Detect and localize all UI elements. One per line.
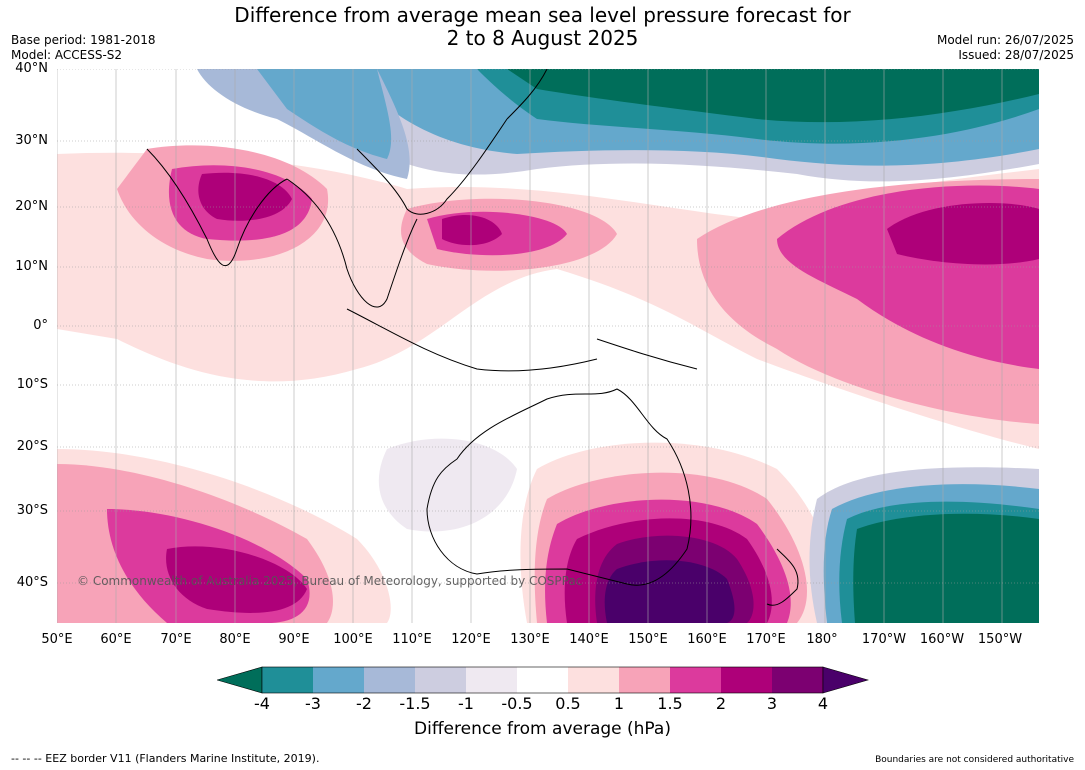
positive-anomaly-india-3 [198, 172, 292, 221]
model-name: Model: ACCESS-S2 [11, 48, 123, 62]
lat-label: 30°S [16, 503, 48, 518]
positive-anomaly-south-indian-4 [166, 546, 307, 613]
colorbar-tick-label: -4 [254, 694, 270, 713]
eez-footer: -- -- -- EEZ border V11 (Flanders Marine… [11, 752, 320, 765]
positive-anomaly-tasman-6 [604, 560, 735, 623]
positive-anomaly-philippines-3 [442, 214, 502, 246]
copyright-notice: © Commonwealth of Australia 2025, Bureau… [77, 574, 583, 588]
colorbar-tick-label: 1 [613, 694, 625, 713]
issued-date: Issued: 28/07/2025 [958, 48, 1074, 62]
lon-label: 130°E [510, 632, 550, 647]
negative-anomaly-north-pacific-4 [507, 69, 1039, 123]
negative-anomaly-west-australia [378, 438, 517, 532]
colorbar-segment [721, 667, 772, 693]
lon-label: 140°E [569, 632, 609, 647]
pressure-anomaly-map: © Commonwealth of Australia 2025, Bureau… [57, 69, 1039, 623]
lon-label: 180° [806, 632, 838, 647]
colorbar-extend-min [217, 666, 263, 694]
coastlines [146, 69, 799, 606]
colorbar-extend-max [822, 666, 869, 694]
lat-label: 20°N [15, 199, 48, 214]
lon-label: 160°W [919, 632, 965, 647]
colorbar-tick-label: -2 [356, 694, 372, 713]
colorbar-tick-label: 0.5 [555, 694, 581, 713]
lon-label: 150°E [628, 632, 668, 647]
negative-anomaly-china-2 [257, 69, 392, 159]
lat-label: 40°N [15, 61, 48, 76]
china-coast [356, 118, 508, 215]
lat-label: 10°S [16, 377, 48, 392]
meta-left: Base period: 1981-2018 Model: ACCESS-S2 [11, 33, 156, 63]
png-coast [596, 338, 698, 370]
lat-label: 30°N [15, 133, 48, 148]
colorbar-segment [313, 667, 364, 693]
lon-label: 60°E [100, 632, 132, 647]
colorbar-segment [466, 667, 517, 693]
lon-label: 160°E [687, 632, 727, 647]
colorbar-segment [568, 667, 619, 693]
colorbar-tick-label: 3 [766, 694, 778, 713]
lon-label: 70°E [160, 632, 192, 647]
lat-label: 10°N [15, 259, 48, 274]
boundaries-disclaimer: Boundaries are not considered authoritat… [875, 755, 1074, 765]
colorbar-tick-label: -1.5 [399, 694, 431, 713]
lon-label: 90°E [278, 632, 310, 647]
negative-anomaly-south-pacific-4 [853, 513, 1039, 623]
colorbar [217, 666, 869, 694]
lat-label: 20°S [16, 439, 48, 454]
lon-label: 100°E [333, 632, 373, 647]
base-period: Base period: 1981-2018 [11, 33, 156, 47]
colorbar-label: Difference from average (hPa) [414, 719, 671, 739]
colorbar-tick-label: -0.5 [501, 694, 533, 713]
colorbar-tick-label: -3 [305, 694, 321, 713]
colorbar-segment [772, 667, 823, 693]
map-title: Difference from average mean sea level p… [0, 4, 1085, 50]
title-line-1: Difference from average mean sea level p… [234, 3, 851, 27]
title-line-2: 2 to 8 August 2025 [446, 26, 639, 50]
lon-label: 120°E [451, 632, 491, 647]
indonesia-coast [346, 308, 598, 372]
colorbar-segment [364, 667, 415, 693]
model-run: Model run: 26/07/2025 [936, 33, 1074, 47]
india-coast [146, 148, 288, 266]
colorbar-tick-label: 4 [817, 694, 829, 713]
map-canvas [57, 69, 1039, 623]
colorbar-segment [415, 667, 466, 693]
lon-label: 110°E [392, 632, 432, 647]
se-asia-coast [286, 178, 418, 308]
colorbar-tick-label: 2 [715, 694, 727, 713]
lon-label: 50°E [41, 632, 73, 647]
lon-label: 80°E [219, 632, 251, 647]
australia-coast [426, 388, 692, 586]
lat-label: 40°S [16, 575, 48, 590]
lon-label: 170°E [746, 632, 786, 647]
lat-label: 0° [33, 318, 48, 333]
meta-right: Model run: 26/07/2025 Issued: 28/07/2025 [937, 33, 1074, 63]
colorbar-segment [619, 667, 670, 693]
new-zealand-coast [766, 548, 799, 606]
positive-anomaly-central-pacific-3 [887, 203, 1039, 265]
lon-label: 150°W [977, 632, 1023, 647]
colorbar-tick-label: -1 [458, 694, 474, 713]
colorbar-segment [670, 667, 721, 693]
colorbar-segment [517, 667, 568, 693]
colorbar-tick-label: 1.5 [657, 694, 683, 713]
japan-coast [506, 69, 548, 120]
colorbar-segment [262, 667, 313, 693]
meridians [57, 69, 1003, 623]
lon-label: 170°W [861, 632, 907, 647]
